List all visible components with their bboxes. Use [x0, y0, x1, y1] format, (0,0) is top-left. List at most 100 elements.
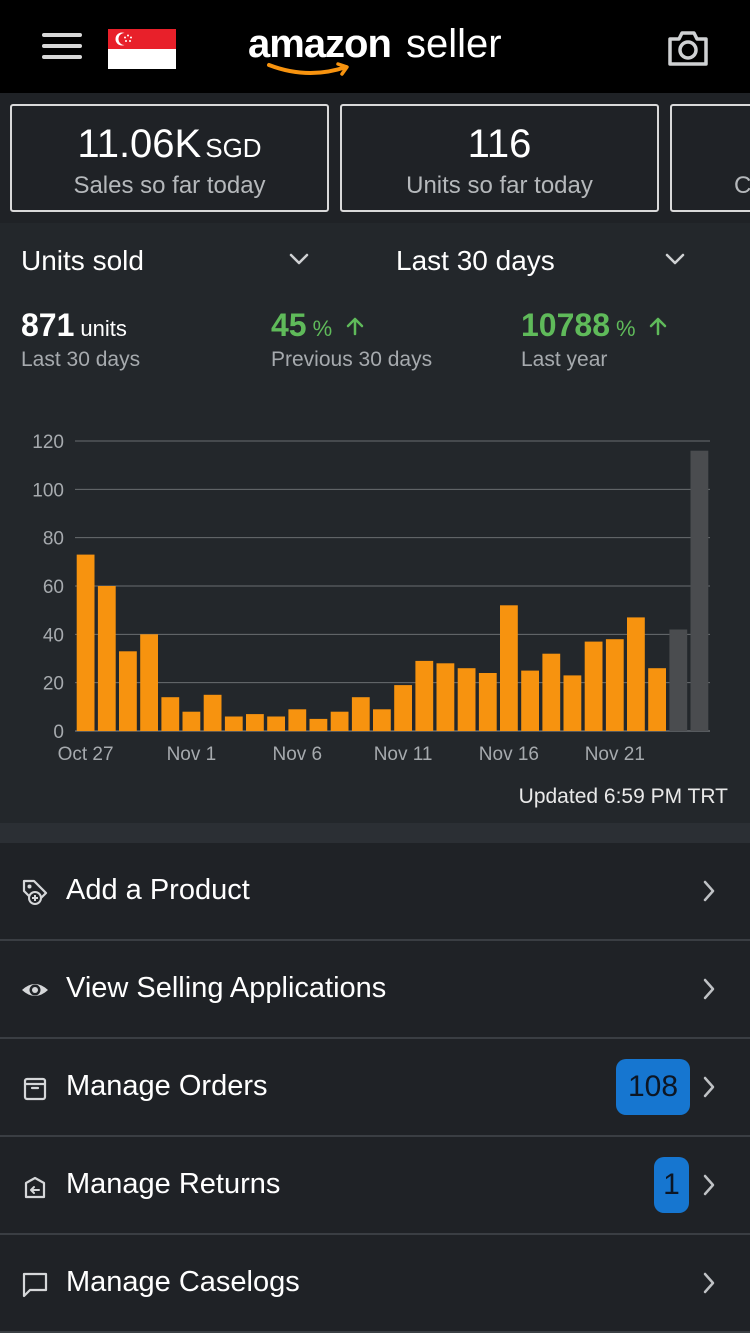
menu-item-label: Manage Caselogs — [66, 1266, 300, 1298]
y-tick-label: 120 — [32, 432, 64, 453]
chart-bar[interactable] — [669, 629, 688, 732]
menu-item-manage-orders[interactable]: Manage Orders 108 — [0, 1039, 750, 1137]
chart-bar[interactable] — [351, 697, 370, 731]
y-tick-label: 80 — [43, 529, 64, 550]
kpi-unit: SGD — [205, 133, 262, 163]
chart-bar[interactable] — [203, 694, 222, 732]
x-tick-label: Nov 1 — [167, 744, 217, 765]
stat-label: Last year — [521, 348, 608, 371]
chart-bar[interactable] — [394, 685, 412, 731]
kpi-label: Units so far today — [406, 172, 593, 199]
chevron-right-icon — [703, 880, 715, 902]
chart-bar[interactable] — [542, 653, 561, 731]
chart-bar[interactable] — [309, 718, 328, 731]
menu-item-add-product[interactable]: Add a Product — [0, 843, 750, 941]
chevron-right-icon — [703, 1076, 715, 1098]
stat-value: 871 — [21, 307, 75, 343]
menu-item-label: Manage Returns — [66, 1168, 281, 1200]
stat-units-total: 871 units Last 30 days — [21, 307, 140, 372]
chart-bar[interactable] — [224, 716, 243, 732]
camera-icon — [668, 31, 708, 66]
kpi-value: 11.06K SGD — [77, 122, 262, 166]
amazon-smile-icon — [267, 62, 349, 76]
quick-actions-list: Add a Product View Selling Applications … — [0, 843, 750, 1333]
chevron-right-icon — [703, 978, 715, 1000]
date-range-dropdown[interactable]: Last 30 days — [396, 245, 696, 281]
kpi-value: 116 — [467, 122, 532, 166]
top-bar: amazon seller — [0, 0, 750, 93]
orders-count-badge: 108 — [616, 1059, 690, 1115]
metric-dropdown[interactable]: Units sold — [21, 245, 321, 281]
singapore-flag-icon[interactable] — [108, 29, 176, 69]
chevron-down-icon — [665, 253, 685, 265]
kpi-card-partial[interactable]: C — [670, 104, 750, 212]
kpi-label: C — [734, 172, 750, 199]
x-tick-label: Nov 16 — [479, 744, 539, 765]
chart-bar[interactable] — [457, 668, 476, 731]
chevron-down-icon — [289, 253, 309, 265]
arrow-up-icon — [346, 317, 364, 336]
hamburger-line — [42, 33, 82, 37]
units-sold-bar-chart: 0 20 40 80 60 100 120 Oct 27 Nov 1 Nov 6 Nov 11 Nov… — [32, 432, 710, 765]
hamburger-line — [42, 44, 82, 48]
chart-bar[interactable] — [648, 668, 666, 731]
logo-word: amazon — [248, 22, 392, 66]
kpi-label: Sales so far today — [73, 172, 266, 199]
chart-bar[interactable] — [119, 651, 137, 732]
stat-previous-period: 45% Previous 30 days — [271, 307, 432, 372]
hamburger-menu-button[interactable] — [42, 33, 82, 61]
chart-bar[interactable] — [76, 554, 95, 731]
chart-bar[interactable] — [690, 450, 709, 731]
chart-bar[interactable] — [161, 697, 180, 731]
chart-bar[interactable] — [478, 673, 497, 731]
returns-count-badge: 1 — [654, 1157, 689, 1213]
chart-bar[interactable] — [97, 586, 116, 731]
kpi-card-sales[interactable]: 11.06K SGD Sales so far today — [10, 104, 329, 212]
chart-bar[interactable] — [500, 605, 518, 731]
x-tick-label: Nov 11 — [374, 744, 433, 765]
return-box-icon — [24, 1176, 46, 1199]
last-updated-text: Updated 6:59 PM TRT — [518, 785, 728, 808]
menu-item-selling-applications[interactable]: View Selling Applications — [0, 941, 750, 1039]
chart-bar[interactable] — [182, 711, 201, 731]
metric-dropdown-label: Units sold — [21, 245, 144, 276]
chart-bar[interactable] — [415, 660, 434, 731]
menu-item-label: View Selling Applications — [66, 972, 387, 1004]
chart-bar[interactable] — [267, 716, 285, 732]
arrow-up-icon — [650, 317, 667, 336]
y-tick-label: 20 — [43, 674, 64, 695]
stat-suffix: units — [80, 316, 127, 341]
chart-bar[interactable] — [140, 634, 158, 731]
chart-bar[interactable] — [605, 639, 624, 731]
kpi-strip[interactable]: 11.06K SGD Sales so far today 116 Units s… — [0, 93, 750, 223]
stat-label: Previous 30 days — [271, 348, 433, 371]
stat-last-year: 10788% Last year — [521, 307, 668, 372]
kpi-card-units[interactable]: 116 Units so far today — [340, 104, 659, 212]
menu-item-manage-caselogs[interactable]: Manage Caselogs — [0, 1235, 750, 1333]
chart-bar[interactable] — [563, 675, 582, 731]
chart-bar[interactable] — [627, 617, 645, 731]
menu-item-label: Add a Product — [66, 874, 250, 906]
chart-bar[interactable] — [584, 641, 603, 731]
menu-item-label: Manage Orders — [66, 1070, 268, 1102]
chart-bar[interactable] — [373, 709, 391, 732]
camera-button[interactable] — [666, 28, 710, 68]
date-range-label: Last 30 days — [396, 245, 555, 276]
stat-suffix: % — [615, 316, 636, 341]
menu-item-manage-returns[interactable]: Manage Returns 1 — [0, 1137, 750, 1235]
chevron-right-icon — [703, 1174, 715, 1196]
x-tick-label: Nov 21 — [585, 744, 645, 765]
hamburger-line — [42, 55, 82, 59]
chart-bar[interactable] — [330, 711, 349, 731]
sales-chart-panel: Units sold Last 30 days 871 units Last 30… — [0, 223, 750, 823]
stat-suffix: % — [312, 316, 333, 341]
chart-bar[interactable] — [521, 670, 539, 731]
y-tick-label: 60 — [43, 577, 64, 598]
chart-bar[interactable] — [246, 714, 264, 731]
chart-bar[interactable] — [436, 663, 455, 731]
section-separator — [0, 823, 750, 843]
logo-suffix: seller — [406, 22, 502, 66]
eye-icon — [22, 984, 48, 996]
chart-bar[interactable] — [288, 709, 307, 732]
chevron-right-icon — [703, 1272, 715, 1294]
